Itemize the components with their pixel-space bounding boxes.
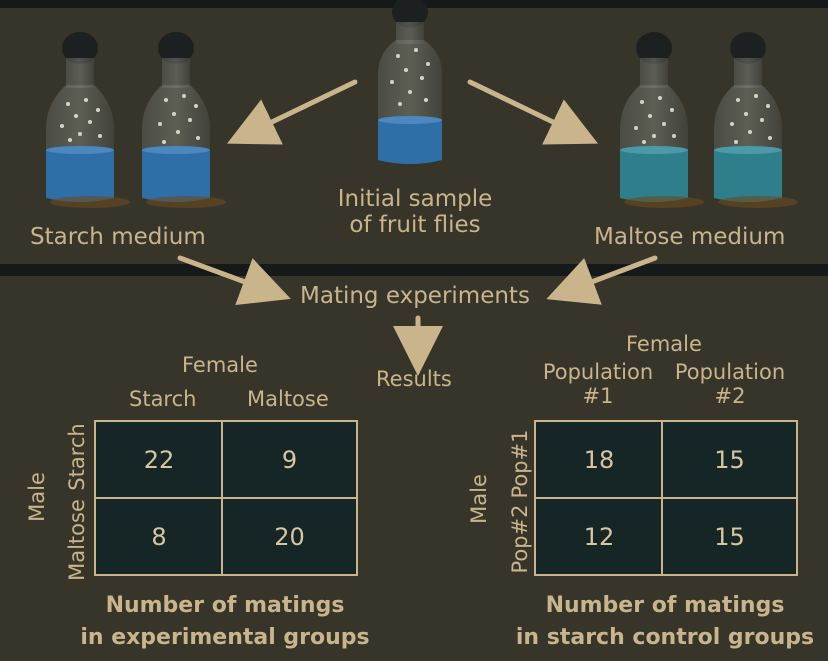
bottle-icon [620,32,704,208]
ctrl-col-label-pop1: Population #1 [542,360,654,409]
table-cell: 9 [281,446,298,474]
ctrl-col-label-pop2: Population #2 [674,360,786,409]
exp-row-label-starch: Starch [65,423,89,491]
ctrl-row-label-pop2: Pop#2 [508,504,532,574]
exp-col-header: Female [182,353,258,377]
results-label: Results [376,367,452,391]
bottle-icon [46,32,130,208]
ctrl-caption: Number of matings in starch control grou… [515,593,815,650]
ctrl-row-label-pop1: Pop#1 [508,429,532,499]
table-cell: 12 [583,522,615,551]
bottle-icon [142,32,226,208]
table-cell: 8 [151,522,167,551]
table-cell: 18 [583,446,615,474]
exp-caption: Number of matings in experimental groups [80,593,370,650]
ctrl-row-header: Male [467,474,491,524]
table-cell: 15 [714,446,745,474]
initial-sample-label: Initial sample of fruit flies [337,186,493,239]
arrow-icon [177,255,291,306]
maltose-medium-label: Maltose medium [594,224,786,250]
ctrl-col-header: Female [626,332,702,356]
exp-row-header: Male [25,472,49,522]
experimental-table: 22 9 8 20 [94,420,358,576]
bottle-icon [378,0,442,164]
arrow-icon [546,255,658,305]
exp-col-label-maltose: Maltose [247,387,329,411]
table-cell: 20 [274,522,305,551]
arrow-icon [467,79,599,145]
control-table: 18 15 12 15 [534,420,798,576]
mating-experiments-label: Mating experiments [300,283,530,309]
exp-col-label-starch: Starch [129,387,197,411]
table-cell: 15 [714,522,745,551]
starch-medium-label: Starch medium [30,224,206,250]
table-cell: 22 [143,446,175,474]
exp-row-label-maltose: Maltose [65,499,89,581]
arrow-icon [226,79,358,145]
bottle-icon [714,32,798,208]
